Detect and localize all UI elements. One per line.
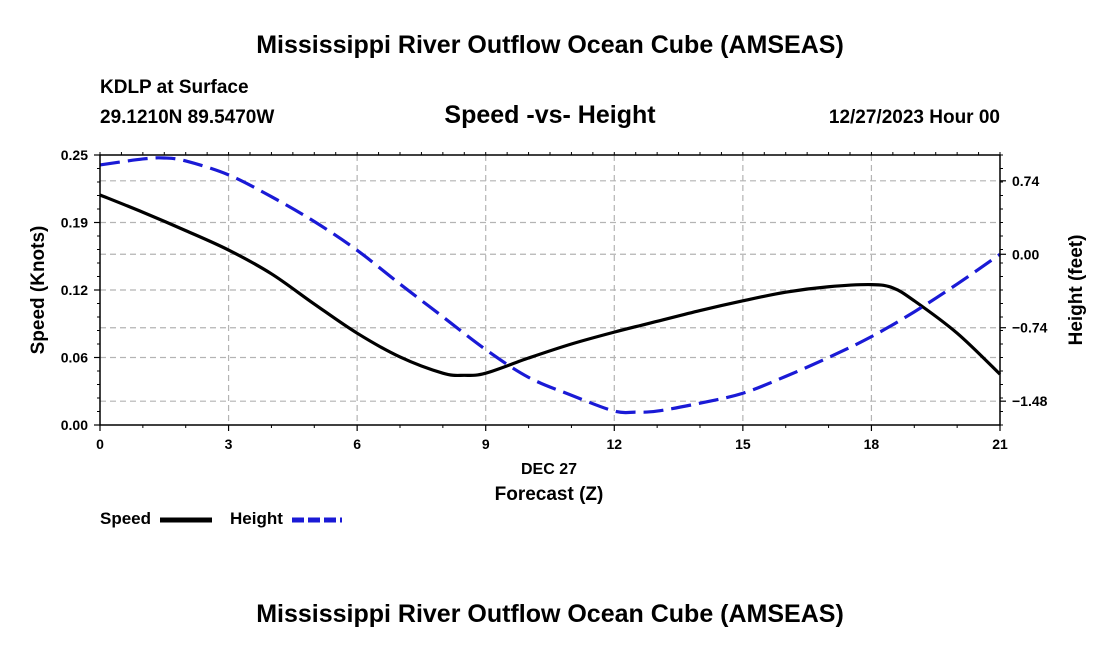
x-tick-label: 3 (225, 436, 233, 452)
y2-tick-label: 0.00 (1012, 246, 1039, 262)
y-tick-label: 0.00 (61, 417, 88, 433)
station-label: KDLP at Surface (100, 77, 249, 98)
chart-subtitle: Speed -vs- Height (444, 101, 656, 129)
y2-tick-label: −1.48 (1012, 393, 1048, 409)
datetime-label: 12/27/2023 Hour 00 (828, 107, 1000, 128)
legend-speed-label: Speed (100, 509, 152, 528)
height-series-line (99, 156, 1001, 415)
footer-title: Mississippi River Outflow Ocean Cube (AM… (256, 600, 844, 628)
x-tick-label: 18 (864, 436, 880, 452)
y2-axis-label: Height (feet) (1066, 235, 1087, 346)
figure-title: Mississippi River Outflow Ocean Cube (AM… (256, 31, 844, 59)
series-layer (99, 156, 1002, 415)
y2-tick-label: −0.74 (1012, 320, 1048, 336)
y-tick-label: 0.06 (61, 350, 88, 366)
axes: 0 3 6 9 12 15 18 21 0.00 0.06 0.12 0.19 0.25 −1.48 −0.… (61, 147, 1048, 452)
x-tick-label: 15 (735, 436, 751, 452)
x-tick-label: 12 (606, 436, 622, 452)
coordinates-label: 29.1210N 89.5470W (100, 107, 275, 128)
x-tick-label: 6 (353, 436, 361, 452)
x-tick-label: 9 (482, 436, 490, 452)
grid (100, 155, 1000, 425)
x-tick-label: 21 (992, 436, 1008, 452)
y-axis-label: Speed (Knots) (28, 226, 49, 355)
x-axis-label: Forecast (Z) (495, 484, 604, 505)
x-axis-sublabel: DEC 27 (521, 461, 577, 478)
y-tick-label: 0.12 (61, 282, 88, 298)
speed-series-line (99, 193, 1002, 378)
y-tick-label: 0.25 (61, 147, 88, 163)
y2-tick-label: 0.74 (1012, 173, 1039, 189)
y-tick-label: 0.19 (61, 215, 88, 231)
legend-height-label: Height (230, 509, 283, 528)
x-tick-label: 0 (96, 436, 104, 452)
